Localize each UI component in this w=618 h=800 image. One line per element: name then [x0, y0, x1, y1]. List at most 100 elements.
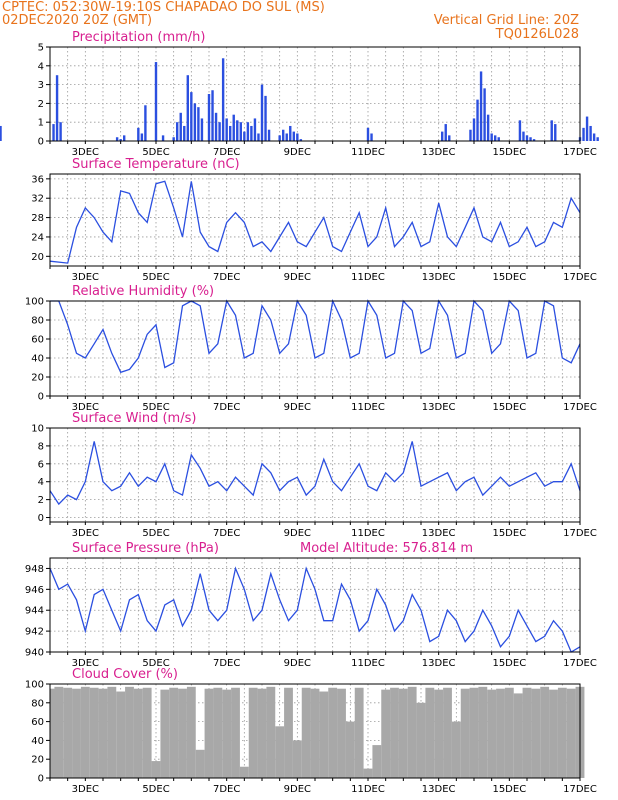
cloud-bar [504, 687, 514, 778]
y-tick-label: 1 [38, 118, 44, 129]
precip-bar [550, 120, 553, 141]
cloud-bar [434, 689, 444, 778]
y-tick-label: 24 [31, 232, 44, 243]
precip-bar [282, 129, 285, 141]
precip-bar [525, 135, 529, 141]
precip-bar [144, 105, 147, 141]
cloud-bar [284, 687, 293, 778]
pressure-annotation: Model Altitude: 576.814 m [300, 541, 473, 556]
x-tick-label: 5DEC [142, 784, 169, 795]
humidity-line [50, 298, 581, 374]
y-tick-label: 20 [31, 373, 44, 384]
y-tick-label: 100 [25, 680, 44, 691]
precip-bar [243, 131, 246, 141]
x-tick-label: 5DEC [142, 147, 169, 158]
cloud-bar [222, 689, 232, 778]
precip-bar [119, 139, 122, 141]
cloud-cover-panel: Cloud Cover (%) 0 20 40 60 80 100 3DEC 5DEC 7DEC 9… [25, 667, 597, 795]
cloud-bar [460, 688, 470, 778]
cloud-bar [354, 687, 364, 778]
precipitation-title: Precipitation (mm/h) [72, 30, 205, 45]
precip-bar [582, 127, 585, 141]
precip-bar [200, 118, 204, 141]
x-tick-label: 7DEC [213, 272, 240, 283]
precip-bar [494, 135, 497, 141]
precip-bar [161, 135, 165, 141]
precip-bar [253, 118, 257, 141]
precip-bar [52, 124, 55, 141]
precip-bar [483, 88, 486, 141]
x-tick-label: 15DEC [492, 528, 526, 539]
cloud-bar [319, 691, 329, 778]
x-tick-label: 7DEC [213, 528, 240, 539]
precip-bar [257, 133, 260, 141]
x-tick-label: 5DEC [142, 528, 169, 539]
x-tick-label: 9DEC [284, 784, 311, 795]
precipitation-frame [49, 46, 581, 142]
precip-bar [285, 133, 288, 141]
precip-bar [264, 95, 267, 141]
precip-bar [289, 125, 292, 141]
wind-line [49, 441, 581, 506]
pressure-title: Surface Pressure (hPa) [72, 541, 219, 556]
y-tick-label: 6 [38, 459, 44, 470]
x-tick-label: 15DEC [492, 658, 526, 669]
cloud-bar [390, 687, 399, 778]
cloud-bar [204, 688, 214, 778]
cloud-bar [186, 686, 196, 778]
cloud-bar [292, 740, 302, 778]
cloud-bar [107, 686, 117, 778]
y-tick-label: 946 [25, 585, 44, 596]
precip-bar [292, 131, 295, 141]
precip-bar [154, 62, 158, 141]
y-tick-label: 8 [38, 441, 44, 452]
cloud-bar [169, 687, 179, 778]
cloud-bar [443, 687, 452, 778]
cloud-bar [63, 687, 73, 778]
cloud-bar [72, 688, 81, 778]
cloud-bar [416, 702, 426, 778]
header-grid-line: Vertical Grid Line: 20Z [434, 13, 579, 28]
y-tick-label: 80 [31, 698, 44, 709]
x-tick-label: 17DEC [563, 147, 597, 158]
precip-bar [490, 133, 493, 141]
x-tick-label: 15DEC [492, 402, 526, 413]
x-tick-label: 11DEC [351, 272, 385, 283]
pressure-panel: Surface Pressure (hPa) Model Altitude: 57… [25, 541, 597, 669]
x-tick-label: 13DEC [422, 147, 456, 158]
precip-bar [299, 139, 303, 141]
x-tick-label: 7DEC [213, 784, 240, 795]
x-tick-label: 13DEC [422, 402, 456, 413]
temperature-line [49, 180, 581, 264]
x-tick-label: 3DEC [72, 784, 99, 795]
x-tick-label: 11DEC [351, 784, 385, 795]
cloud-bar [328, 687, 338, 778]
y-tick-label: 20 [31, 755, 44, 766]
precip-bar [232, 114, 235, 141]
precipitation-panel: Precipitation (mm/h) 0 1 2 3 4 5 3DEC 5DEC 7DEC 9D… [0, 30, 599, 158]
header-location: CPTEC: 052:30W-19:10S CHAPADAO DO SUL (M… [2, 0, 325, 15]
precip-bar [239, 122, 242, 141]
cloud-bar [513, 693, 523, 778]
x-tick-label: 11DEC [351, 402, 385, 413]
y-tick-label: 0 [38, 513, 44, 524]
precip-bar [448, 135, 451, 141]
x-tick-label: 11DEC [351, 528, 385, 539]
y-tick-label: 942 [25, 627, 44, 638]
x-tick-label: 13DEC [422, 784, 456, 795]
cloud-bar [89, 687, 99, 778]
header-model-code: TQ0126L028 [495, 27, 579, 42]
precip-bar [172, 137, 175, 141]
precip-bar [522, 131, 525, 141]
panels-group: Precipitation (mm/h) 0 1 2 3 4 5 3DEC 5DEC 7DEC 9D… [0, 30, 599, 795]
y-tick-label: 940 [25, 648, 44, 659]
wind-title: Surface Wind (m/s) [72, 411, 196, 426]
precip-bar [472, 118, 476, 141]
cloud-bar [257, 688, 267, 778]
cloud-bar [337, 688, 346, 778]
precip-bar [207, 94, 211, 141]
cloud-bar [275, 726, 285, 778]
cloud-bar [116, 691, 126, 778]
y-tick-label: 100 [25, 297, 44, 308]
